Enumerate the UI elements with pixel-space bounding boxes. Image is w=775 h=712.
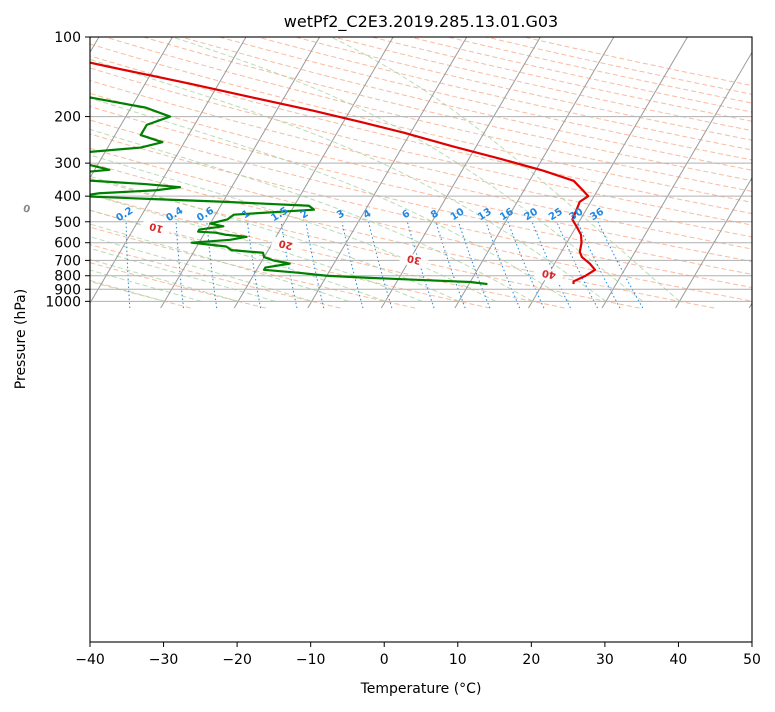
- svg-text:2: 2: [299, 208, 311, 221]
- isotherm-line: [233, 37, 394, 309]
- y-tick-label: 100: [54, 30, 81, 46]
- temperature-profile-line: [90, 61, 597, 285]
- isotherm-line: [160, 37, 321, 309]
- x-tick-label: −30: [149, 652, 179, 668]
- mixing-ratio-line: [341, 221, 364, 309]
- mixing-ratio-label: 2: [299, 208, 311, 221]
- dry-adiabat-label: 0: [11, 199, 42, 219]
- moist-adiabat-line: [90, 258, 239, 302]
- dewpoint-profile-line: [90, 96, 488, 286]
- x-axis-label: Temperature (°C): [360, 681, 482, 697]
- plot-background-lines: [90, 37, 752, 309]
- svg-text:10: 10: [148, 220, 164, 234]
- dry-adiabat-line: [90, 92, 752, 250]
- x-tick-label: 0: [380, 652, 389, 668]
- x-tick-label: 10: [449, 652, 467, 668]
- chart-title: wetPf2_C2E3.2019.285.13.01.G03: [284, 12, 558, 32]
- y-tick-label: 800: [54, 269, 81, 285]
- x-tick-label: 20: [522, 652, 540, 668]
- isotherm-line: [528, 37, 688, 309]
- x-tick-label: −20: [222, 652, 252, 668]
- mixing-ratio-label: 3: [335, 208, 347, 221]
- moist-adiabat-line: [90, 58, 607, 302]
- y-axis-label: Pressure (hPa): [13, 289, 29, 389]
- svg-text:20: 20: [278, 237, 294, 251]
- mixing-ratio-label: 4: [362, 208, 374, 221]
- plot-inline-labels: -100-90-80-70-60-50-40-30-20-10010203040…: [11, 199, 606, 284]
- y-tick-label: 1000: [45, 294, 81, 310]
- dry-adiabat-label: 20: [270, 236, 301, 255]
- x-tick-label: 40: [670, 652, 688, 668]
- mixing-ratio-line: [597, 221, 644, 309]
- mixing-ratio-line: [576, 221, 621, 309]
- isotherm-line: [90, 37, 247, 305]
- moist-adiabat-line: [90, 247, 276, 302]
- mixing-ratio-line: [406, 221, 435, 309]
- x-tick-label: −40: [75, 652, 105, 668]
- svg-text:0: 0: [22, 201, 32, 214]
- svg-text:4: 4: [362, 208, 374, 221]
- moist-adiabat-line: [90, 223, 349, 302]
- isotherm-line: [307, 37, 468, 309]
- moist-adiabat-line: [90, 154, 496, 302]
- y-tick-label: 200: [54, 110, 81, 126]
- x-tick-label: 50: [743, 652, 761, 668]
- dry-adiabat-line: [90, 162, 715, 309]
- dry-adiabat-line: [90, 119, 752, 275]
- moist-adiabat-line: [90, 97, 570, 302]
- svg-text:6: 6: [400, 208, 412, 221]
- svg-text:8: 8: [429, 208, 441, 221]
- dry-adiabat-line: [90, 43, 752, 203]
- svg-text:40: 40: [541, 267, 557, 281]
- dry-adiabat-label: 40: [533, 266, 564, 284]
- y-tick-label: 700: [54, 253, 81, 269]
- y-tick-label: 600: [54, 236, 81, 252]
- mixing-ratio-line: [368, 221, 393, 309]
- mixing-ratio-line: [305, 221, 325, 309]
- x-tick-label: 30: [596, 652, 614, 668]
- dry-adiabat-line: [179, 37, 752, 171]
- dry-adiabat-label: 30: [398, 251, 429, 270]
- mixing-ratio-line: [531, 221, 571, 309]
- isotherm-line: [675, 176, 752, 309]
- y-tick-label: 400: [54, 189, 81, 205]
- dry-adiabat-line: [141, 37, 752, 182]
- mixing-ratio-label: 8: [429, 208, 441, 221]
- moist-adiabat-line: [90, 236, 312, 302]
- profile-series: [90, 61, 597, 286]
- dry-adiabat-line: [90, 80, 752, 238]
- moist-adiabat-line: [330, 37, 680, 302]
- plot-frame: [89, 36, 753, 643]
- dry-adiabat-line: [90, 133, 752, 289]
- mixing-ratio-line: [507, 221, 545, 309]
- mixing-ratio-line: [435, 221, 466, 309]
- isotherm-line: [601, 51, 752, 309]
- isotherm-line: [90, 37, 174, 179]
- dry-adiabat-line: [90, 226, 416, 309]
- dry-adiabat-line: [90, 244, 341, 309]
- svg-text:3: 3: [335, 208, 347, 221]
- mixing-ratio-label: 1: [240, 208, 252, 221]
- y-tick-label: 900: [54, 282, 81, 298]
- svg-text:1: 1: [240, 208, 252, 221]
- svg-text:30: 30: [406, 252, 422, 266]
- dry-adiabat-label: 10: [141, 219, 172, 238]
- x-tick-label: −10: [296, 652, 326, 668]
- y-tick-label: 500: [54, 215, 81, 231]
- y-tick-label: 300: [54, 156, 81, 172]
- mixing-ratio-label: 6: [400, 208, 412, 221]
